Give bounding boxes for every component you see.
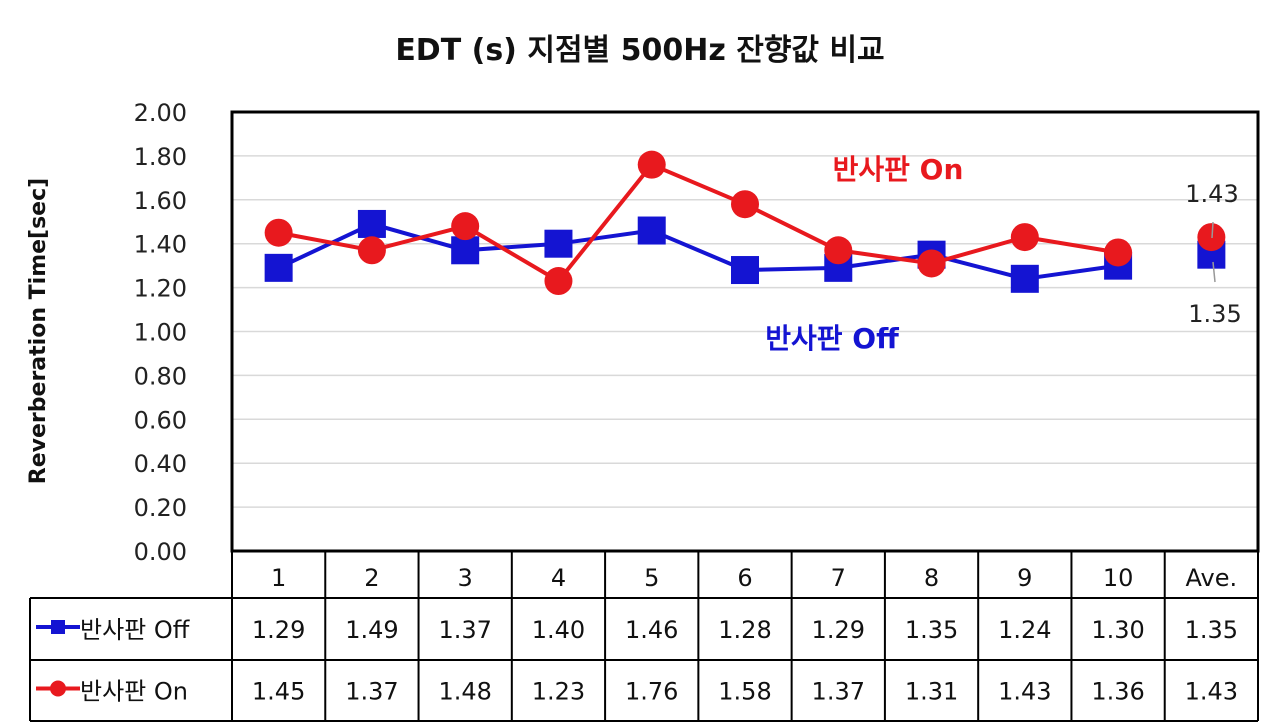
x-tick-label: 3 [458,564,473,592]
ave-on-data-label: 1.43 [1185,180,1238,208]
y-axis-label: Reverberation Time[sec] [26,178,51,484]
annotation-reflector-on: 반사판 On [833,153,964,186]
series-reflector-off [264,209,1226,293]
data-point-circle [917,249,946,278]
y-tick-label: 0.20 [134,494,187,522]
x-tick-label: 7 [831,564,846,592]
y-tick-label: 1.40 [134,231,187,259]
annotation-reflector-off: 반사판 Off [765,322,899,355]
x-tick-label: 1 [271,564,286,592]
x-tick-label: 9 [1017,564,1032,592]
y-tick-label: 0.80 [134,362,187,390]
table-value-cell: 1.45 [252,678,305,706]
table-value-cell: 1.28 [718,616,771,644]
x-tick-label: Ave. [1186,564,1238,592]
table-value-cell: 1.43 [1185,678,1238,706]
data-point-circle [1010,223,1039,252]
data-point-square [357,209,386,238]
x-tick-label: 6 [737,564,752,592]
plot-area-frame [230,110,1260,553]
data-point-square [637,216,666,245]
annotations: 반사판 On 반사판 Off 1.43 1.35 [765,153,1241,355]
table-value-cell: 1.37 [812,678,865,706]
ave-on-leader-line [1211,221,1214,239]
data-point-circle [731,190,759,219]
table-value-cell: 1.30 [1091,616,1144,644]
x-tick-label: 4 [551,564,566,592]
data-point-circle [357,236,386,265]
y-tick-label: 0.60 [134,406,187,434]
series-layer [264,150,1226,296]
table-value-cell: 1.46 [625,616,678,644]
legend-label: 반사판 On [80,678,188,706]
series-line [278,162,1119,284]
y-tick-label: 1.00 [134,319,187,347]
legend-key-reflector-on [36,680,80,697]
data-point-square [1010,264,1039,293]
data-point-circle [824,236,853,265]
data-point-square [451,236,480,265]
data-table: 1 2 3 4 5 6 7 8 9 10 Ave. 반사판 Off 1.29 1.49 1.37 1.40 1.… [29,551,1259,722]
y-tick-label: 1.80 [134,143,187,171]
series-line [277,221,1119,281]
legend-key-reflector-off [36,620,80,634]
table-value-cell: 1.29 [812,616,865,644]
table-value-cell: 1.48 [438,678,491,706]
table-value-cell: 1.36 [1091,678,1144,706]
data-point-square [544,229,573,258]
table-value-cell: 1.29 [252,616,305,644]
table-value-cell: 1.43 [998,678,1051,706]
x-tick-label: 2 [364,564,379,592]
table-value-cell: 1.23 [532,678,585,706]
y-tick-label: 1.20 [134,275,187,303]
y-tick-label: 2.00 [134,99,187,127]
data-point-square [731,256,759,285]
table-value-cell: 1.37 [345,678,398,706]
data-point-circle [1104,238,1133,267]
data-point-circle [544,267,573,296]
table-value-cell: 1.58 [718,678,771,706]
y-tick-label: 0.40 [134,450,187,478]
y-tick-labels: 0.00 0.20 0.40 0.60 0.80 1.00 1.20 1.40 1.60 1.80… [134,99,187,566]
ave-off-data-label: 1.35 [1188,300,1241,328]
table-value-cell: 1.35 [1185,616,1238,644]
ave-off-leader-line [1212,261,1216,283]
data-point-circle [264,218,293,247]
chart-title: EDT (s) 지점별 500Hz 잔향값 비교 [395,33,884,68]
table-value-cell: 1.76 [625,678,678,706]
table-value-cell: 1.31 [905,678,958,706]
table-value-cell: 1.49 [345,616,398,644]
legend-label: 반사판 Off [80,616,190,644]
data-point-square [264,253,293,282]
table-value-cell: 1.40 [532,616,585,644]
table-value-cell: 1.37 [438,616,491,644]
data-point-circle [637,150,666,179]
y-tick-label: 0.00 [134,538,187,566]
table-value-cell: 1.24 [998,616,1051,644]
legend-marker-circle [50,680,66,697]
series-reflector-on [264,150,1226,296]
table-value-cell: 1.35 [905,616,958,644]
y-tick-label: 1.60 [134,187,187,215]
legend-marker-square [51,620,65,634]
x-tick-label: 5 [644,564,659,592]
x-tick-label: 10 [1103,564,1134,592]
data-point-circle [451,212,480,241]
x-tick-label: 8 [924,564,939,592]
